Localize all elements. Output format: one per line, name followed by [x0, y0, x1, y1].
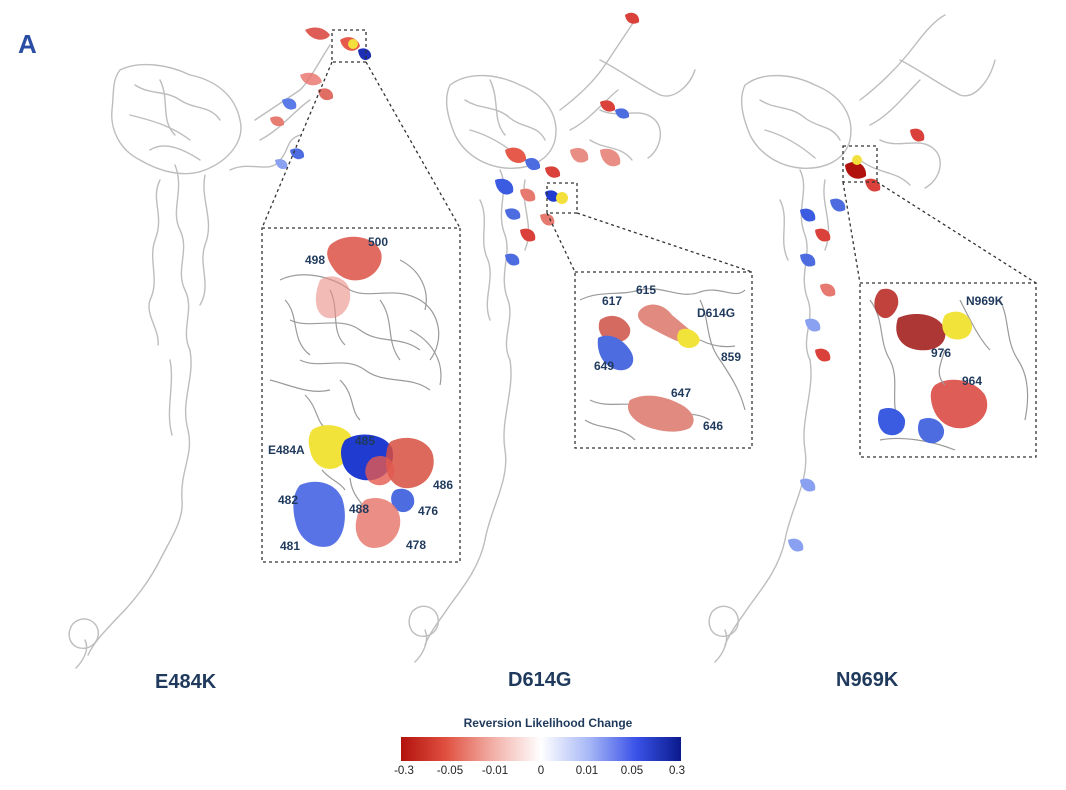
colorbar-tick: 0.05	[621, 765, 643, 777]
colorbar-tick: 0.01	[576, 765, 598, 777]
residue-label: 964	[962, 374, 982, 388]
residue-label: 976	[931, 346, 951, 360]
colorbar: Reversion Likelihood Change -0.3 -0.05 -…	[394, 716, 685, 777]
residue-label: 476	[418, 504, 438, 518]
colorbar-tick: -0.3	[394, 765, 414, 777]
colorbar-gradient	[401, 737, 681, 761]
variant-title-n969k: N969K	[836, 669, 899, 691]
residue-label: 485	[355, 434, 375, 448]
residue-label: 500	[368, 235, 388, 249]
inset-n969k: N969K 976 964	[859, 282, 1037, 458]
inset-e484k: 500 498 E484A 485 486 482 488 476 481 47…	[261, 227, 461, 563]
residue-label: 482	[278, 493, 298, 507]
residue-label: N969K	[966, 294, 1004, 308]
protein-structure-d614g	[408, 12, 753, 663]
residue-label: D614G	[697, 306, 735, 320]
protein-structure-n969k	[708, 14, 1037, 663]
residue-label: 481	[280, 539, 300, 553]
colorbar-tick: -0.01	[482, 765, 508, 777]
variant-title-d614g: D614G	[508, 669, 571, 691]
residue-label: 646	[703, 419, 723, 433]
inset-d614g: 617 615 D614G 649 859 647 646	[574, 271, 753, 449]
colorbar-tick: 0.3	[669, 765, 685, 777]
residue-label: 488	[349, 502, 369, 516]
colorbar-tick: 0	[538, 765, 544, 777]
colorbar-title: Reversion Likelihood Change	[464, 716, 633, 730]
residue-label: 859	[721, 350, 741, 364]
residue-label: 478	[406, 538, 426, 552]
panel-label: A	[18, 29, 37, 59]
residue-label: 617	[602, 294, 622, 308]
protein-structure-e484k	[68, 27, 461, 669]
residue-label: 615	[636, 283, 656, 297]
residue-label: 649	[594, 359, 614, 373]
residue-label: 647	[671, 386, 691, 400]
residue-label: E484A	[268, 443, 305, 457]
residue-label: 498	[305, 253, 325, 267]
colorbar-tick: -0.05	[437, 765, 463, 777]
variant-title-e484k: E484K	[155, 671, 217, 693]
residue-label: 486	[433, 478, 453, 492]
